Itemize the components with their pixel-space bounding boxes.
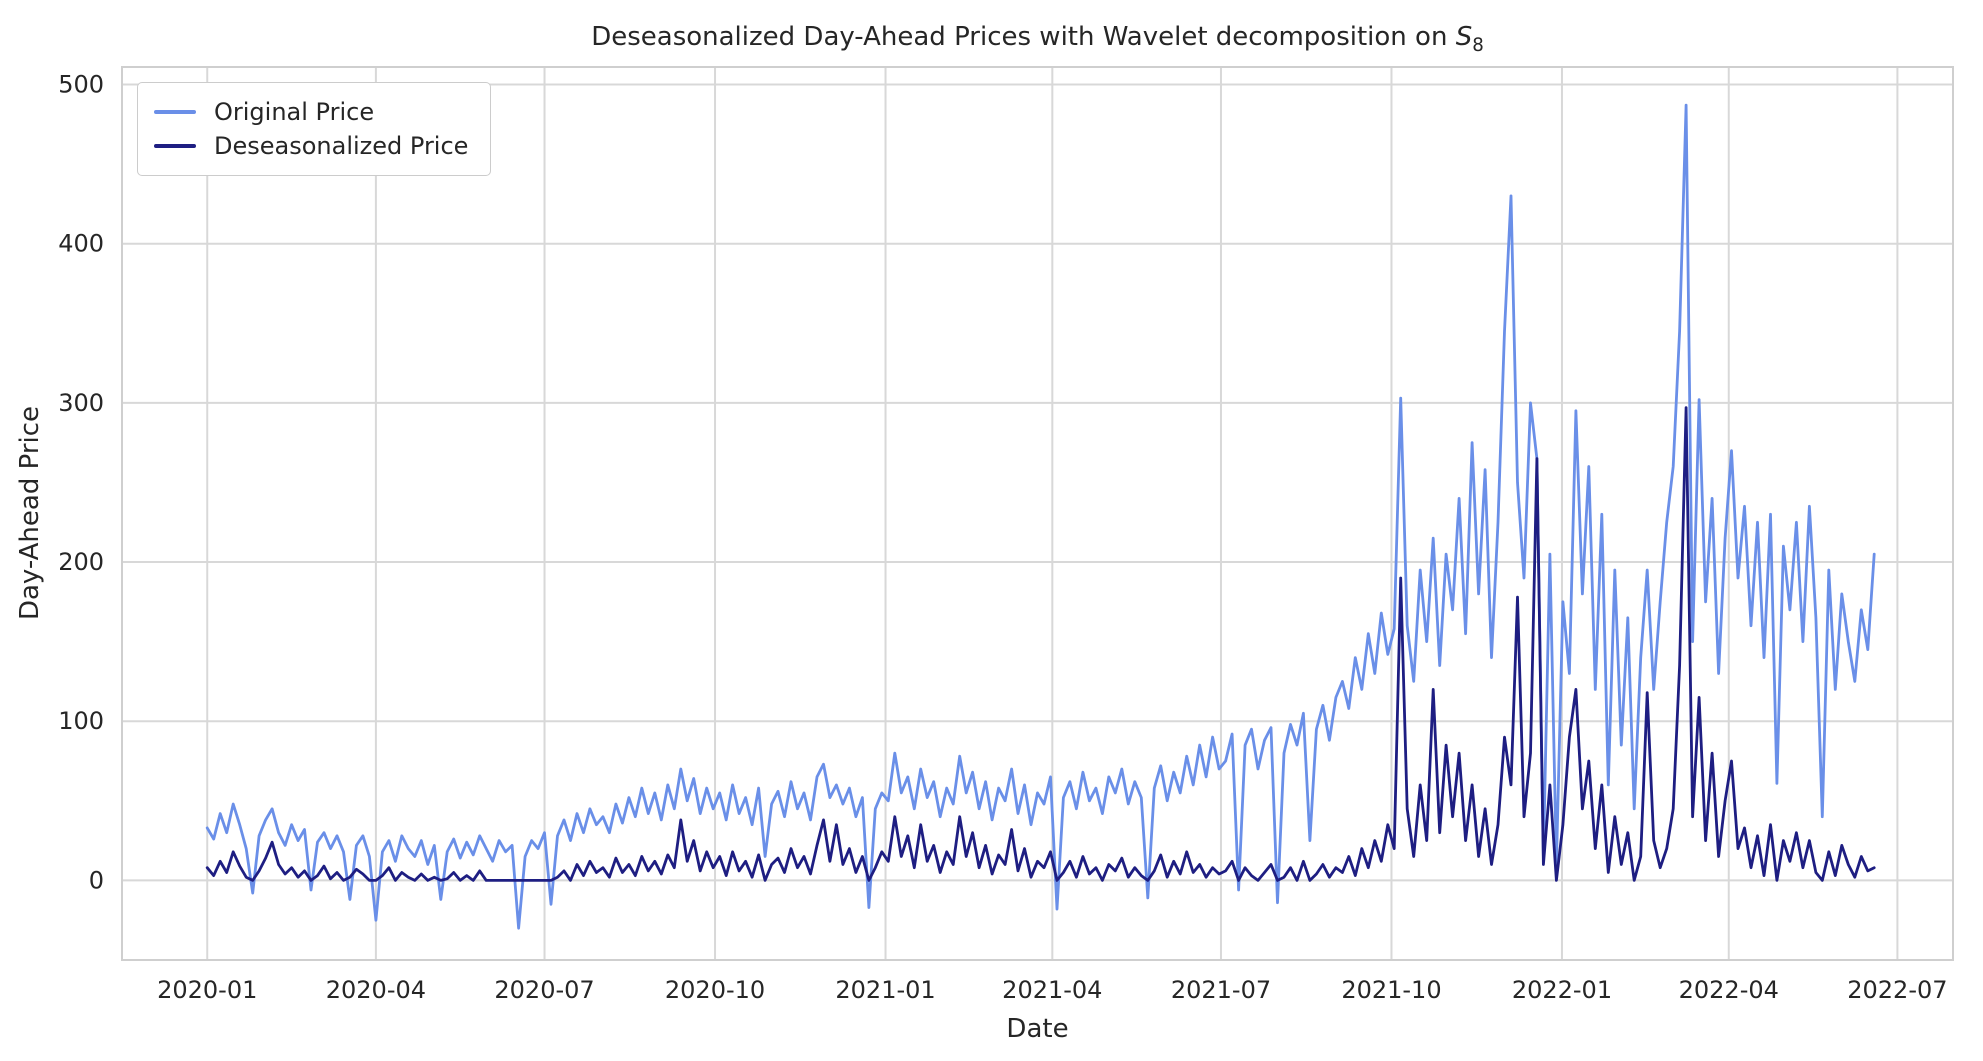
- legend: Original Price Deseasonalized Price: [137, 82, 492, 176]
- chart-title-text: Deseasonalized Day-Ahead Prices with Wav…: [591, 22, 1456, 52]
- y-tick-label: 100: [58, 707, 104, 735]
- x-tick-label: 2020-10: [665, 976, 765, 1004]
- x-tick-label: 2021-04: [1002, 976, 1102, 1004]
- x-tick-label: 2022-04: [1679, 976, 1779, 1004]
- x-tick-label: 2020-01: [157, 976, 257, 1004]
- y-axis-label: Day-Ahead Price: [15, 405, 45, 621]
- x-tick-label: 2021-01: [835, 976, 935, 1004]
- y-tick-label: 500: [58, 71, 104, 99]
- legend-item-original: Original Price: [154, 95, 468, 129]
- x-tick-label: 2020-07: [494, 976, 594, 1004]
- chart-title: Deseasonalized Day-Ahead Prices with Wav…: [122, 22, 1953, 56]
- chart-title-subscript: 8: [1472, 35, 1484, 57]
- original-price-line: [205, 103, 1876, 930]
- legend-line-deseasonalized-icon: [154, 144, 196, 148]
- legend-label-deseasonalized: Deseasonalized Price: [214, 132, 469, 160]
- y-tick-label: 300: [58, 389, 104, 417]
- x-tick-label: 2021-10: [1341, 976, 1441, 1004]
- legend-line-original-icon: [154, 110, 196, 114]
- y-tick-label: 0: [89, 866, 104, 894]
- deseasonalized-price-line: [205, 406, 1876, 882]
- y-tick-label: 200: [58, 548, 104, 576]
- plot-border: [121, 66, 1954, 961]
- legend-label-original: Original Price: [214, 98, 375, 126]
- legend-item-deseasonalized: Deseasonalized Price: [154, 129, 468, 163]
- y-tick-label: 400: [58, 230, 104, 258]
- chart-title-mathvar: S: [1455, 22, 1473, 52]
- x-tick-label: 2022-01: [1512, 976, 1612, 1004]
- x-axis-label: Date: [1006, 1014, 1069, 1044]
- x-tick-label: 2020-04: [326, 976, 426, 1004]
- x-tick-label: 2022-07: [1847, 976, 1947, 1004]
- x-tick-label: 2021-07: [1171, 976, 1271, 1004]
